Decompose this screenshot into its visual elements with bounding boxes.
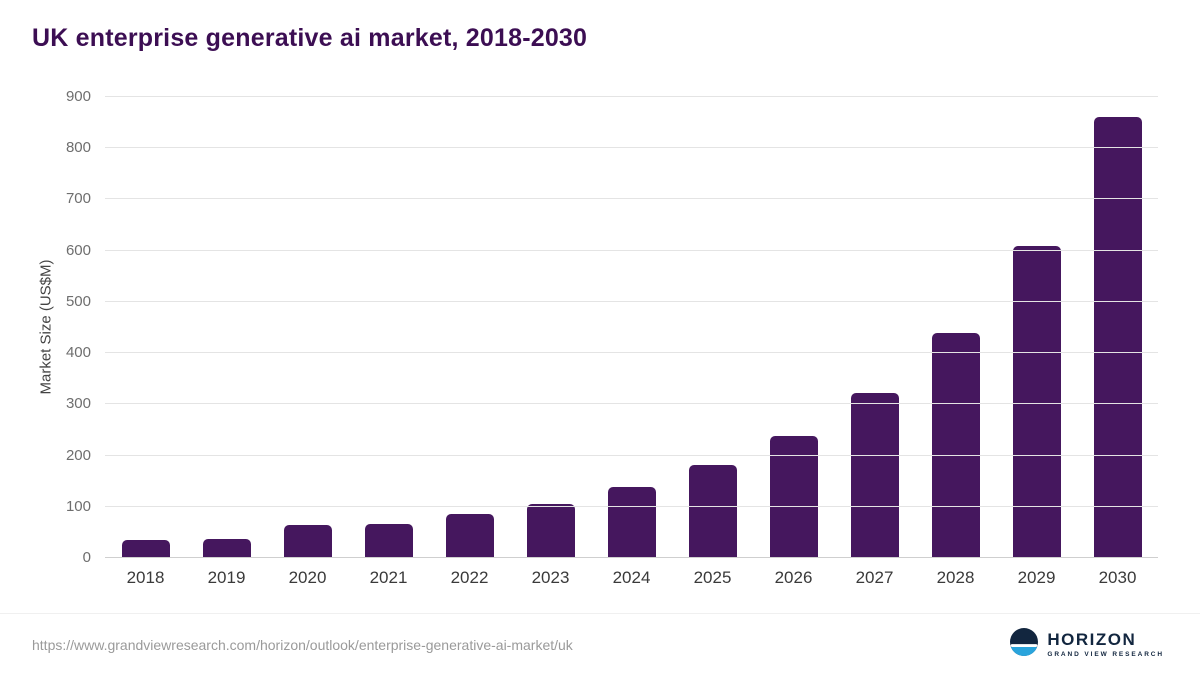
- x-labels: 2018 2019 2020 2021 2022 2023 2024 2025 2026 2027…: [105, 568, 1158, 588]
- bar-slot: [105, 97, 186, 558]
- bar-2030: [1093, 116, 1142, 558]
- bar-slot: [267, 97, 348, 558]
- bar-2027: [850, 393, 899, 558]
- x-tick-label: 2028: [936, 568, 975, 587]
- bar-slot: [672, 97, 753, 558]
- gridline: 500: [66, 293, 1158, 310]
- x-tick-label: 2022: [450, 568, 489, 587]
- y-tick-label: 300: [65, 395, 91, 413]
- bar-2020: [283, 525, 332, 558]
- x-tick-label: 2024: [612, 568, 651, 587]
- bar-2024: [607, 487, 656, 558]
- bar-2028: [931, 333, 980, 558]
- gridline: 400: [66, 344, 1158, 361]
- x-tick-label: 2019: [207, 568, 246, 587]
- bar-slot: [915, 97, 996, 558]
- horizon-logo-text-block: HORIZON GRAND VIEW RESEARCH: [1047, 629, 1164, 659]
- x-tick-label: 2026: [774, 568, 813, 587]
- horizon-logo-text: HORIZON: [1047, 629, 1137, 649]
- bar-slot: [834, 97, 915, 558]
- x-tick-label: 2018: [126, 568, 165, 587]
- x-tick-label: 2021: [369, 568, 408, 587]
- bars: [105, 97, 1158, 558]
- bar-2023: [526, 504, 575, 558]
- x-tick-label: 2023: [531, 568, 570, 587]
- horizon-logo-icon: [1010, 628, 1039, 661]
- gridline: 300: [66, 395, 1158, 412]
- bar-2021: [364, 523, 413, 558]
- footer: https://www.grandviewresearch.com/horizo…: [0, 613, 1200, 675]
- bar-slot: [186, 97, 267, 558]
- bar-2025: [688, 465, 737, 558]
- bar-slot: [348, 97, 429, 558]
- gridline: 100: [66, 498, 1158, 515]
- bar-slot: [1077, 97, 1158, 558]
- y-tick-label: 500: [65, 292, 91, 310]
- y-axis-title: Market Size (US$M): [37, 259, 55, 395]
- bar-slot: [996, 97, 1077, 558]
- x-tick-label: 2020: [288, 568, 327, 587]
- bar-2026: [769, 435, 818, 558]
- bar-2019: [202, 539, 251, 558]
- bar-slot: [510, 97, 591, 558]
- horizon-logo: HORIZON GRAND VIEW RESEARCH: [1010, 628, 1164, 661]
- y-tick-label: 700: [65, 190, 91, 208]
- y-tick-label: 800: [65, 139, 91, 157]
- bar-slot: [591, 97, 672, 558]
- x-tick-label: 2027: [855, 568, 894, 587]
- gridline: 600: [66, 242, 1158, 259]
- gridline: 0: [83, 549, 1158, 566]
- bar-2029: [1012, 245, 1061, 558]
- bar-2018: [121, 540, 170, 558]
- horizon-logo-subtext: GRAND VIEW RESEARCH: [1047, 651, 1164, 659]
- gridline: 700: [66, 190, 1158, 207]
- y-tick-label: 900: [65, 88, 91, 105]
- x-tick-label: 2029: [1017, 568, 1056, 587]
- bar-2022: [445, 514, 494, 558]
- x-tick-label: 2030: [1098, 568, 1137, 587]
- chart-title: UK enterprise generative ai market, 2018…: [32, 24, 588, 52]
- plot-area: 0 100 200 300 400 500 600 700 800 900: [66, 88, 1158, 566]
- y-tick-label: 0: [82, 549, 91, 566]
- gridline: 200: [66, 447, 1158, 464]
- bar-slot: [429, 97, 510, 558]
- x-tick-label: 2025: [693, 568, 732, 587]
- y-tick-label: 200: [65, 446, 91, 464]
- bar-slot: [753, 97, 834, 558]
- source-url: https://www.grandviewresearch.com/horizo…: [32, 636, 573, 653]
- gridline: 900: [66, 88, 1158, 105]
- y-tick-label: 100: [65, 497, 91, 515]
- gridline: 800: [66, 139, 1158, 156]
- y-tick-label: 400: [65, 344, 91, 362]
- y-tick-label: 600: [65, 241, 91, 259]
